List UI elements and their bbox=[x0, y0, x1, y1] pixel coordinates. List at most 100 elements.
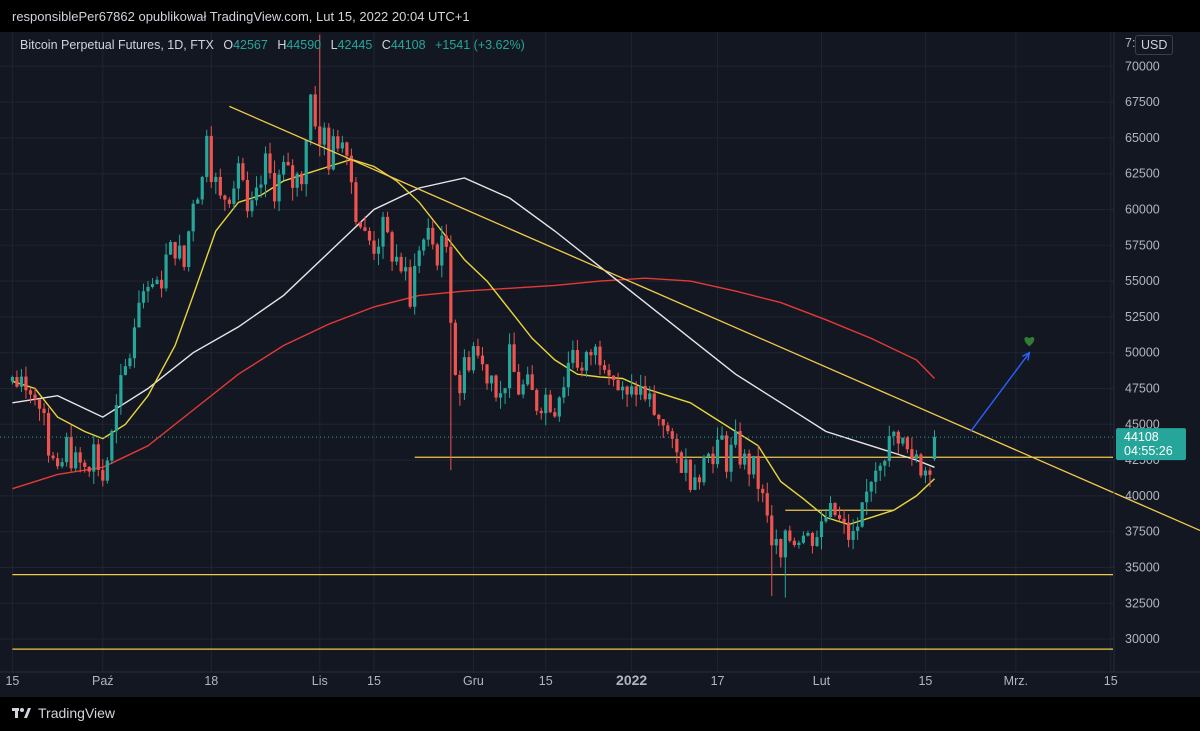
candle-body bbox=[706, 453, 711, 457]
candle-body bbox=[810, 532, 815, 546]
price-tick-label: 52500 bbox=[1125, 310, 1160, 324]
candle-body bbox=[24, 376, 28, 391]
candle-body bbox=[19, 376, 24, 387]
candle-body bbox=[498, 393, 503, 398]
candle-body bbox=[191, 203, 195, 232]
candle-body bbox=[349, 155, 353, 183]
candle-body bbox=[485, 364, 489, 384]
time-axis[interactable]: 15 Paź 18 Lis 15 Gru 15 2022 17 Lut 15 Mrz. 15 bbox=[5, 672, 1117, 688]
candle-body bbox=[33, 394, 37, 400]
candle-body bbox=[643, 386, 647, 400]
low-value: 42445 bbox=[337, 38, 373, 52]
candle-body bbox=[295, 173, 299, 188]
drawings bbox=[229, 105, 1200, 532]
candle-body bbox=[241, 163, 245, 180]
candle-body bbox=[729, 444, 733, 472]
candle-body bbox=[526, 374, 530, 385]
candle-body bbox=[539, 410, 543, 414]
chart-area[interactable]: 70000 67500 65000 62500 60000 57500 55000 52500… bbox=[0, 32, 1200, 697]
candle-body bbox=[128, 358, 132, 367]
candle-body bbox=[923, 470, 928, 476]
candle-body bbox=[697, 477, 702, 483]
tradingview-icon bbox=[12, 708, 31, 718]
candle-body bbox=[358, 221, 363, 228]
candle-body bbox=[806, 532, 810, 536]
open-value: 42567 bbox=[233, 38, 268, 52]
candle-body bbox=[268, 153, 272, 174]
candle-body bbox=[272, 173, 277, 202]
time-tick-label: 15 bbox=[918, 674, 932, 688]
tradingview-brand: TradingView bbox=[38, 705, 116, 721]
candle-body bbox=[431, 227, 435, 245]
candle-body bbox=[146, 286, 150, 292]
candle-body bbox=[611, 375, 616, 380]
candle-body bbox=[372, 240, 376, 254]
candle-body bbox=[205, 135, 209, 177]
price-axis[interactable]: 70000 67500 65000 62500 60000 57500 55000 52500… bbox=[1125, 36, 1160, 646]
candle-body bbox=[101, 469, 105, 481]
candle-body bbox=[417, 250, 421, 266]
last-price-text: 44108 bbox=[1124, 430, 1159, 444]
candle-body bbox=[634, 386, 638, 395]
candle-body bbox=[426, 227, 430, 240]
candle-body bbox=[724, 435, 729, 472]
candle-body bbox=[223, 195, 227, 200]
candle-body bbox=[209, 135, 213, 183]
change-value: +1541 (+3.62%) bbox=[435, 38, 525, 52]
candle-body bbox=[422, 239, 426, 251]
candle-body bbox=[575, 350, 579, 368]
symbol-name[interactable]: Bitcoin Perpetual Futures, 1D, FTX bbox=[20, 38, 214, 52]
close-value: 44108 bbox=[390, 38, 426, 52]
candle-body bbox=[453, 322, 457, 375]
candle-body bbox=[178, 245, 182, 259]
candle-body bbox=[593, 346, 598, 356]
time-tick-label: 15 bbox=[1104, 674, 1118, 688]
candle-body bbox=[652, 393, 656, 415]
candle-body bbox=[616, 379, 620, 391]
candle-body bbox=[566, 362, 570, 388]
candle-body bbox=[200, 176, 204, 200]
candle-body bbox=[105, 460, 109, 481]
currency-button[interactable]: USD bbox=[1135, 35, 1174, 55]
candle-body bbox=[512, 344, 516, 372]
high-value: 44590 bbox=[286, 38, 322, 52]
time-tick-label: Mrz. bbox=[1004, 674, 1028, 688]
candle-body bbox=[602, 365, 607, 370]
candle-body bbox=[842, 518, 846, 523]
candle-body bbox=[589, 351, 593, 356]
candle-body bbox=[837, 515, 842, 519]
candle-body bbox=[584, 351, 589, 371]
tradingview-logo[interactable]: TradingView bbox=[12, 705, 115, 721]
candle-body bbox=[914, 454, 918, 459]
projection-arrow bbox=[970, 352, 1030, 432]
candle-body bbox=[684, 459, 688, 473]
candle-body bbox=[557, 397, 561, 417]
candle-body bbox=[141, 291, 146, 303]
candle-body bbox=[508, 344, 512, 389]
candle-body bbox=[679, 452, 683, 473]
candle-body bbox=[214, 176, 218, 183]
candle-body bbox=[164, 254, 168, 289]
open-label: O bbox=[223, 38, 234, 52]
time-tick-label: Lut bbox=[813, 674, 831, 688]
candle-body bbox=[467, 357, 471, 371]
heart-icon bbox=[1024, 336, 1035, 347]
candle-body bbox=[354, 182, 358, 222]
ma-mid-line bbox=[12, 177, 935, 468]
candle-body bbox=[783, 530, 787, 558]
candle-body bbox=[878, 465, 882, 471]
candle-body bbox=[562, 387, 566, 398]
candle-body bbox=[476, 346, 480, 356]
candle-body bbox=[869, 481, 873, 492]
candle-body bbox=[639, 386, 643, 395]
candle-body bbox=[471, 346, 476, 371]
bar-countdown-text: 04:55:26 bbox=[1124, 444, 1173, 458]
candle-body bbox=[824, 516, 828, 522]
candle-body bbox=[630, 386, 634, 395]
close-label: C bbox=[381, 38, 391, 52]
candle-body bbox=[770, 515, 774, 546]
candle-body bbox=[657, 414, 661, 420]
candle-body bbox=[801, 535, 805, 543]
candle-body bbox=[300, 173, 304, 185]
